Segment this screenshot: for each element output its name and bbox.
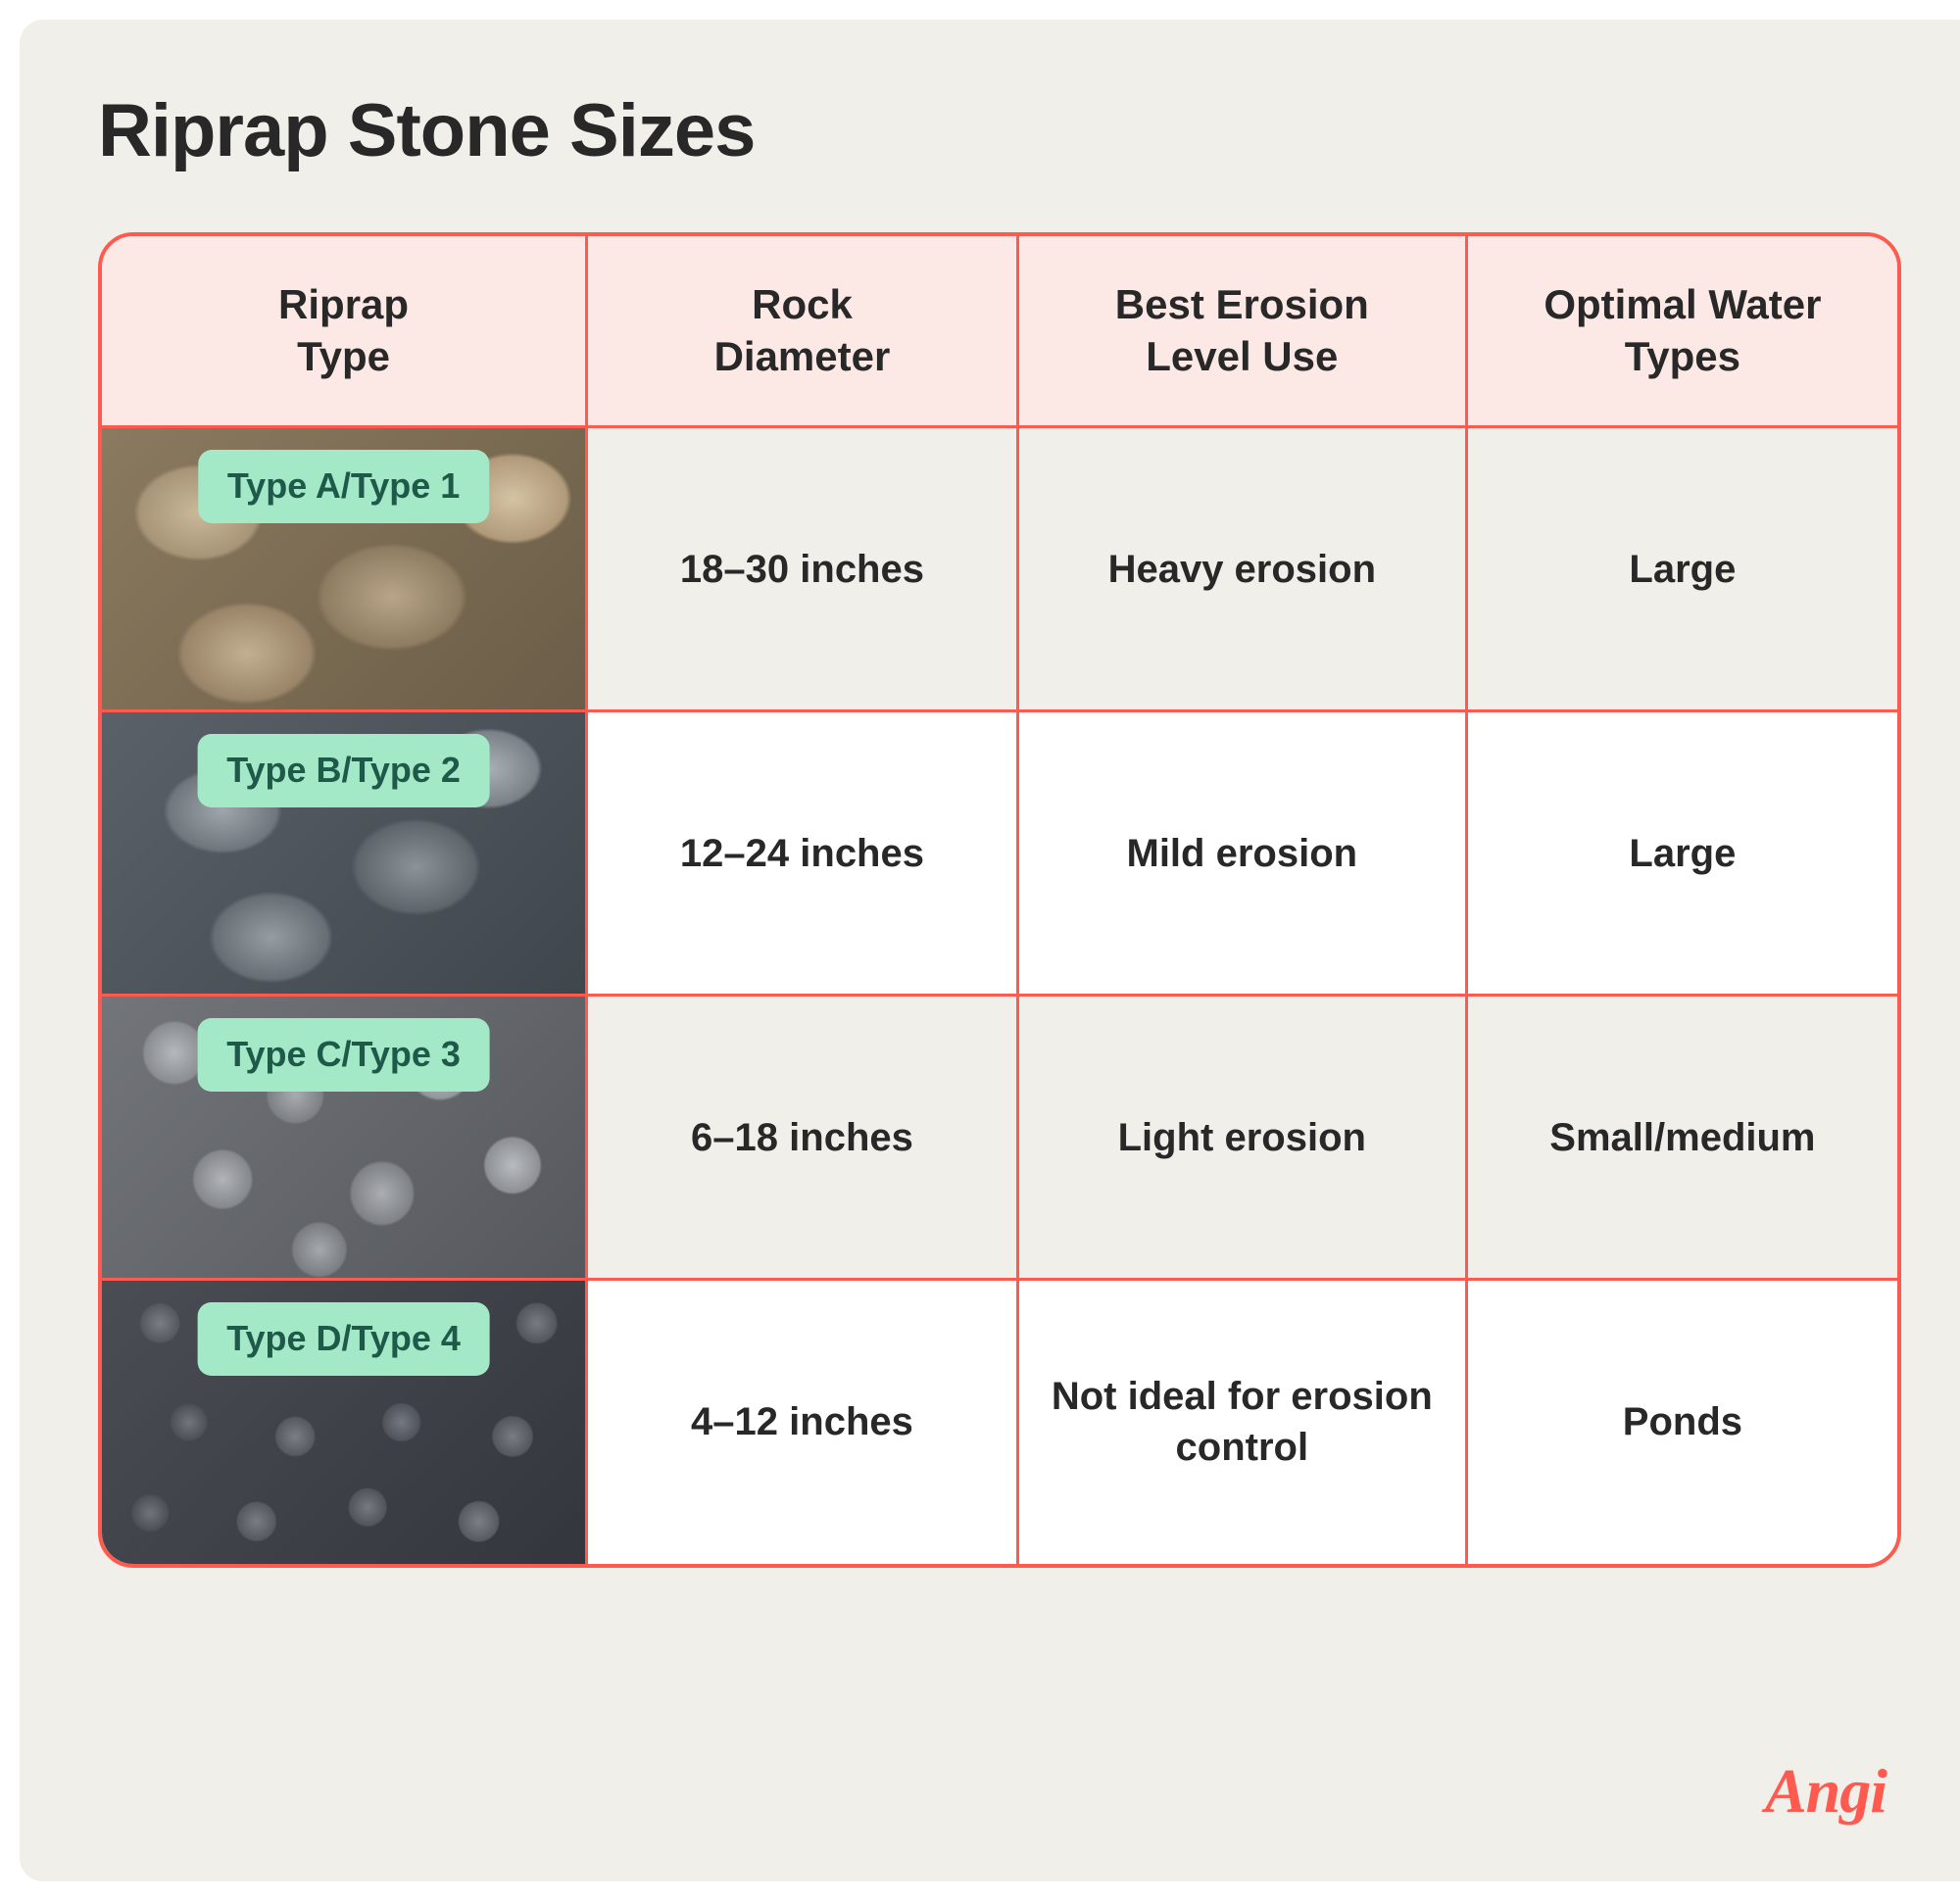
type-image-cell: Type D/Type 4: [102, 1280, 587, 1564]
riprap-table: RiprapType RockDiameter Best ErosionLeve…: [102, 236, 1897, 1564]
diameter-cell: 4–12 inches: [587, 1280, 1018, 1564]
col-header-erosion: Best ErosionLevel Use: [1017, 236, 1466, 427]
col-header-diameter: RockDiameter: [587, 236, 1018, 427]
erosion-cell: Heavy erosion: [1017, 427, 1466, 711]
water-cell: Large: [1466, 427, 1897, 711]
type-pill: Type A/Type 1: [198, 450, 489, 523]
table-container: RiprapType RockDiameter Best ErosionLeve…: [98, 232, 1901, 1568]
col-header-type: RiprapType: [102, 236, 587, 427]
table-row: Type D/Type 4 4–12 inches Not ideal for …: [102, 1280, 1897, 1564]
table-row: Type C/Type 3 6–18 inches Light erosion …: [102, 996, 1897, 1280]
page-title: Riprap Stone Sizes: [98, 88, 1901, 173]
type-pill: Type C/Type 3: [197, 1018, 490, 1092]
infographic-card: Riprap Stone Sizes RiprapType RockDiamet…: [20, 20, 1960, 1881]
brand-logo: Angi: [1765, 1755, 1886, 1828]
table-header-row: RiprapType RockDiameter Best ErosionLeve…: [102, 236, 1897, 427]
water-cell: Large: [1466, 711, 1897, 996]
type-pill: Type D/Type 4: [197, 1302, 490, 1376]
diameter-cell: 6–18 inches: [587, 996, 1018, 1280]
col-header-water: Optimal WaterTypes: [1466, 236, 1897, 427]
water-cell: Small/medium: [1466, 996, 1897, 1280]
type-pill: Type B/Type 2: [197, 734, 490, 807]
table-row: Type B/Type 2 12–24 inches Mild erosion …: [102, 711, 1897, 996]
erosion-cell: Light erosion: [1017, 996, 1466, 1280]
table-row: Type A/Type 1 18–30 inches Heavy erosion…: [102, 427, 1897, 711]
type-image-cell: Type B/Type 2: [102, 711, 587, 996]
diameter-cell: 12–24 inches: [587, 711, 1018, 996]
type-image-cell: Type A/Type 1: [102, 427, 587, 711]
water-cell: Ponds: [1466, 1280, 1897, 1564]
type-image-cell: Type C/Type 3: [102, 996, 587, 1280]
erosion-cell: Mild erosion: [1017, 711, 1466, 996]
erosion-cell: Not ideal for erosion control: [1017, 1280, 1466, 1564]
table-body: Type A/Type 1 18–30 inches Heavy erosion…: [102, 427, 1897, 1564]
diameter-cell: 18–30 inches: [587, 427, 1018, 711]
